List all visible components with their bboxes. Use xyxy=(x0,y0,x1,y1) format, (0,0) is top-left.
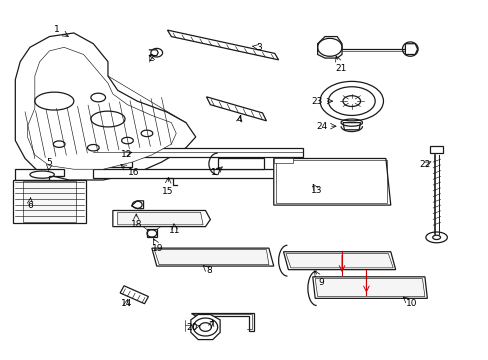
Polygon shape xyxy=(93,148,303,157)
Text: 14: 14 xyxy=(121,299,132,308)
Polygon shape xyxy=(113,211,210,226)
Text: 12: 12 xyxy=(121,150,132,159)
Polygon shape xyxy=(283,252,395,270)
Polygon shape xyxy=(312,277,427,298)
Polygon shape xyxy=(105,157,132,167)
Polygon shape xyxy=(342,123,360,130)
Text: 20: 20 xyxy=(186,323,198,332)
Polygon shape xyxy=(27,47,176,169)
Polygon shape xyxy=(315,279,424,297)
Polygon shape xyxy=(167,30,278,60)
Polygon shape xyxy=(93,169,273,178)
Polygon shape xyxy=(405,44,417,54)
Text: 17: 17 xyxy=(210,168,222,177)
Text: 5: 5 xyxy=(46,158,52,167)
Text: 6: 6 xyxy=(27,201,33,210)
Text: 24: 24 xyxy=(315,122,326,131)
Text: 11: 11 xyxy=(169,226,180,235)
Text: 22: 22 xyxy=(418,161,429,170)
Text: 13: 13 xyxy=(310,186,322,195)
Text: 2: 2 xyxy=(148,54,153,63)
Text: 18: 18 xyxy=(130,220,142,229)
Text: 9: 9 xyxy=(318,278,324,287)
Text: 16: 16 xyxy=(128,168,139,177)
Polygon shape xyxy=(15,33,195,180)
Text: 10: 10 xyxy=(405,299,416,308)
Text: 4: 4 xyxy=(236,115,242,124)
Polygon shape xyxy=(285,253,392,268)
Text: 3: 3 xyxy=(256,43,262,52)
Polygon shape xyxy=(206,97,266,121)
Polygon shape xyxy=(429,146,443,153)
Polygon shape xyxy=(13,180,86,223)
Polygon shape xyxy=(217,158,264,169)
Text: 1: 1 xyxy=(54,25,60,34)
Text: 21: 21 xyxy=(335,64,346,73)
Polygon shape xyxy=(273,158,293,163)
Polygon shape xyxy=(120,286,148,304)
Text: 8: 8 xyxy=(205,266,211,275)
Polygon shape xyxy=(15,169,64,180)
Polygon shape xyxy=(154,249,268,265)
Text: 23: 23 xyxy=(310,96,322,105)
Polygon shape xyxy=(190,315,220,339)
Polygon shape xyxy=(152,248,273,266)
Text: 15: 15 xyxy=(162,187,173,196)
Polygon shape xyxy=(22,181,76,222)
Text: 19: 19 xyxy=(152,244,163,253)
Polygon shape xyxy=(317,37,341,58)
Polygon shape xyxy=(131,201,143,209)
Polygon shape xyxy=(273,158,390,205)
Polygon shape xyxy=(147,229,157,237)
Text: 7: 7 xyxy=(208,321,214,330)
Polygon shape xyxy=(190,313,254,330)
Polygon shape xyxy=(118,212,203,225)
